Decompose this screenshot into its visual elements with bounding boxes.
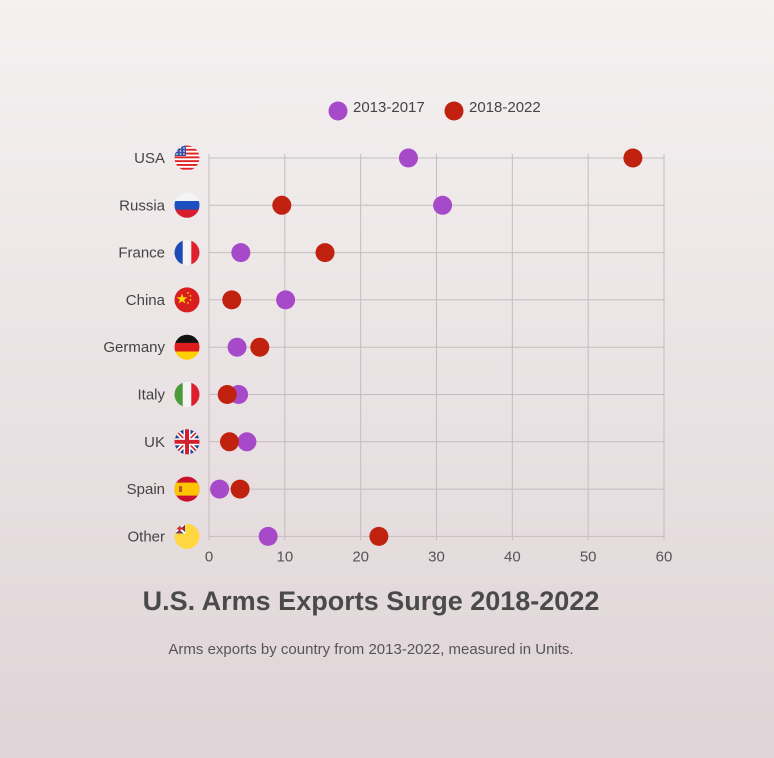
legend-marker (328, 101, 348, 121)
russia-flag-icon (174, 192, 200, 218)
other-flag-icon (174, 523, 200, 549)
legend-label: 2013-2017 (353, 99, 425, 116)
point-series-2[interactable] (369, 526, 389, 546)
point-series-2[interactable] (217, 385, 237, 404)
spain-flag-icon (174, 476, 200, 502)
chart-subtitle: Arms exports by country from 2013-2022, … (168, 641, 574, 658)
france-flag-icon (174, 240, 200, 266)
chart-title: U.S. Arms Exports Surge 2018-2022 (142, 586, 600, 616)
point-series-2[interactable] (222, 290, 242, 310)
point-series-1[interactable] (227, 337, 247, 357)
point-series-1[interactable] (237, 432, 257, 452)
germany-flag-icon (174, 334, 200, 360)
uk-flag-icon (174, 429, 200, 455)
point-series-2[interactable] (623, 148, 643, 168)
grid (208, 154, 665, 541)
x-tick-label: 50 (580, 548, 597, 565)
point-series-1[interactable] (276, 290, 296, 310)
category-label: France (118, 245, 165, 262)
point-series-1[interactable] (398, 148, 418, 168)
point-series-2[interactable] (315, 243, 335, 263)
x-tick-label: 60 (656, 548, 673, 565)
point-series-1[interactable] (433, 195, 453, 215)
legend-label: 2018-2022 (469, 99, 541, 116)
x-tick-label: 20 (352, 548, 369, 565)
point-series-1[interactable] (231, 243, 251, 263)
category-label: UK (144, 434, 165, 451)
data-points (210, 148, 643, 546)
x-axis-ticks: 0 10 20 30 40 50 60 (205, 548, 673, 565)
x-tick-label: 0 (205, 548, 213, 565)
legend-marker (444, 101, 464, 121)
category-label: China (126, 292, 166, 309)
china-flag-icon (174, 287, 200, 313)
us-flag-icon (174, 145, 200, 171)
category-label: Russia (119, 197, 166, 214)
point-series-2[interactable] (219, 432, 239, 452)
point-series-2[interactable] (230, 479, 250, 499)
point-series-1[interactable] (210, 479, 230, 499)
category-label: Germany (103, 339, 165, 356)
flags (174, 145, 200, 549)
category-labels: USA Russia France China Germany Italy UK Spain O… (103, 150, 165, 545)
legend: 2013-2017 2018-2022 (328, 99, 541, 121)
x-tick-label: 10 (276, 548, 293, 565)
category-label: Spain (127, 481, 165, 498)
point-series-1[interactable] (258, 526, 278, 546)
x-tick-label: 40 (504, 548, 521, 565)
point-series-2[interactable] (272, 195, 292, 215)
italy-flag-icon (174, 382, 200, 407)
category-label: Italy (137, 387, 165, 404)
category-label: Other (127, 528, 165, 545)
x-tick-label: 30 (428, 548, 445, 565)
category-label: USA (134, 150, 165, 167)
point-series-2[interactable] (250, 337, 270, 357)
